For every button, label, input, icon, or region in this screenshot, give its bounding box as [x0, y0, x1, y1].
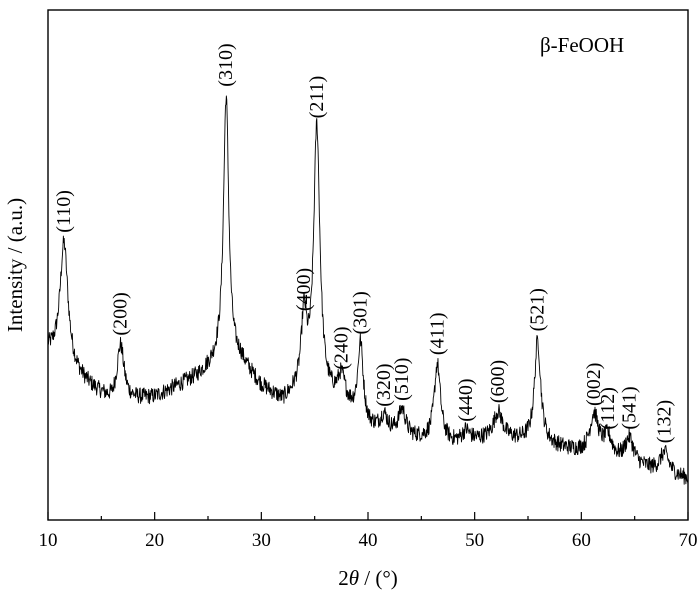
x-tick-label: 10: [39, 530, 58, 551]
plot-frame: [47, 9, 689, 521]
legend-text: β-FeOOH: [540, 33, 624, 57]
peak-label: (110): [53, 190, 75, 233]
peak-label: (411): [426, 313, 448, 356]
x-tick-label: 70: [679, 530, 698, 551]
x-tick-label: 30: [252, 530, 271, 551]
peak-label: (320): [373, 363, 395, 406]
peak-label: (211): [306, 76, 328, 119]
peak-label: (240): [330, 326, 352, 369]
peak-label: (440): [455, 378, 477, 421]
xrd-pattern-line: [47, 95, 689, 485]
x-axis-ticks: [47, 512, 689, 520]
x-tick-label: 50: [465, 530, 484, 551]
y-axis-title: Intensity / (a.u.): [3, 198, 27, 332]
peak-label: (132): [654, 400, 676, 443]
peak-label: (002): [583, 363, 605, 406]
peak-labels: (110) (200) (310) (400) (211) (240)(301) (320)…: [53, 43, 676, 443]
peak-label: (510): [391, 358, 413, 401]
peak-label: (400): [293, 268, 315, 311]
x-axis-tick-labels: 10 20 30 40 50 60 70: [39, 530, 698, 551]
x-tick-label: 40: [359, 530, 378, 551]
peak-label: (112): [597, 387, 619, 430]
x-tick-label: 20: [145, 530, 164, 551]
x-tick-label: 60: [572, 530, 591, 551]
peak-label: (310): [215, 43, 237, 86]
peak-label: (301): [350, 291, 372, 334]
peak-label: (600): [487, 360, 509, 403]
peak-label: (541): [618, 386, 640, 429]
x-axis-title: 2θ / (°): [338, 566, 398, 590]
peak-label: (200): [110, 292, 132, 335]
peak-label: (521): [527, 288, 549, 331]
